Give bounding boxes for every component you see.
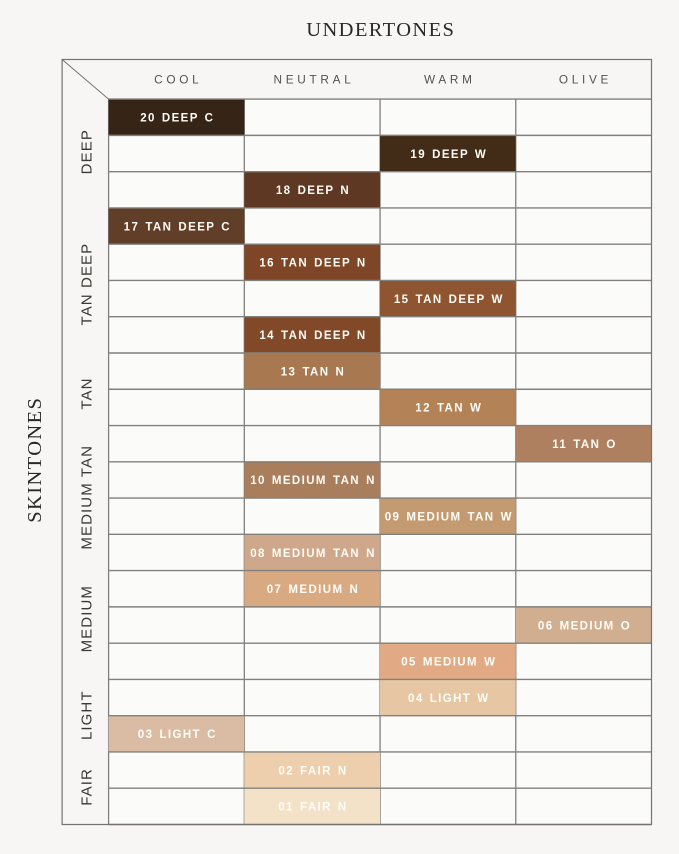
svg-text:SKINTONES: SKINTONES	[24, 397, 46, 523]
svg-text:FAIR: FAIR	[78, 768, 95, 806]
svg-text:02 FAIR N: 02 FAIR N	[278, 765, 347, 777]
svg-text:15 TAN DEEP W: 15 TAN DEEP W	[394, 294, 504, 306]
svg-text:09 MEDIUM TAN W: 09 MEDIUM TAN W	[385, 512, 513, 524]
svg-text:COOL: COOL	[154, 73, 202, 87]
svg-text:19 DEEP W: 19 DEEP W	[410, 149, 487, 161]
svg-text:01 FAIR N: 01 FAIR N	[278, 802, 347, 814]
svg-text:MEDIUM: MEDIUM	[78, 585, 95, 652]
svg-text:12 TAN W: 12 TAN W	[415, 403, 482, 415]
svg-text:WARM: WARM	[424, 73, 476, 87]
svg-text:10 MEDIUM TAN N: 10 MEDIUM TAN N	[250, 475, 376, 487]
svg-text:11 TAN O: 11 TAN O	[552, 439, 616, 451]
svg-text:UNDERTONES: UNDERTONES	[306, 19, 455, 41]
svg-text:NEUTRAL: NEUTRAL	[274, 73, 355, 87]
svg-text:17 TAN DEEP C: 17 TAN DEEP C	[124, 221, 231, 233]
svg-text:18 DEEP N: 18 DEEP N	[276, 185, 350, 197]
svg-text:08 MEDIUM TAN N: 08 MEDIUM TAN N	[250, 548, 376, 560]
svg-text:TAN: TAN	[78, 377, 95, 409]
svg-text:OLIVE: OLIVE	[559, 73, 612, 87]
svg-text:16 TAN DEEP N: 16 TAN DEEP N	[259, 258, 366, 270]
svg-text:DEEP: DEEP	[78, 129, 95, 174]
svg-text:03 LIGHT C: 03 LIGHT C	[138, 729, 217, 741]
svg-text:04 LIGHT W: 04 LIGHT W	[408, 693, 490, 705]
svg-text:TAN DEEP: TAN DEEP	[78, 243, 95, 326]
svg-text:06 MEDIUM O: 06 MEDIUM O	[538, 620, 631, 632]
svg-text:LIGHT: LIGHT	[78, 690, 95, 740]
svg-text:05 MEDIUM W: 05 MEDIUM W	[401, 657, 496, 669]
svg-text:07 MEDIUM N: 07 MEDIUM N	[267, 584, 360, 596]
svg-text:14 TAN DEEP N: 14 TAN DEEP N	[259, 330, 366, 342]
svg-text:13 TAN N: 13 TAN N	[281, 366, 345, 378]
svg-text:MEDIUM TAN: MEDIUM TAN	[78, 445, 95, 550]
svg-text:20 DEEP C: 20 DEEP C	[140, 113, 214, 125]
